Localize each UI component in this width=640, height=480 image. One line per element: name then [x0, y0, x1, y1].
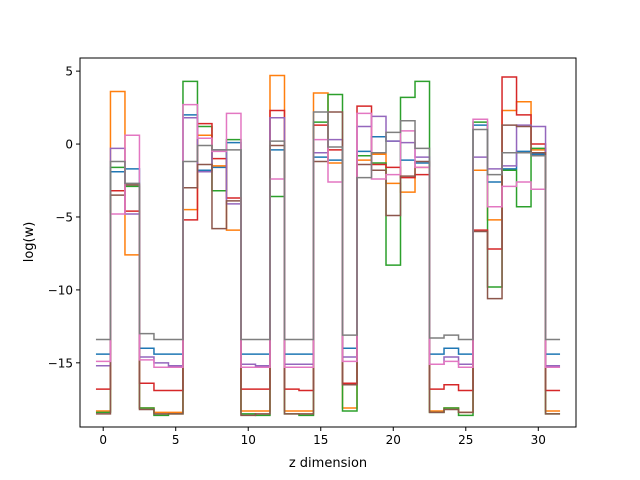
y-axis-label: log(w) — [22, 222, 37, 263]
x-tick-label: 0 — [99, 433, 107, 447]
x-tick-label: 10 — [241, 433, 256, 447]
x-tick-label: 15 — [313, 433, 328, 447]
x-tick-label: 30 — [531, 433, 546, 447]
x-tick-label: 25 — [458, 433, 473, 447]
y-tick-label: −15 — [48, 356, 73, 370]
plot-area-frame — [79, 57, 577, 428]
y-tick-label: 0 — [65, 138, 73, 152]
y-tick-label: 5 — [65, 65, 73, 79]
x-tick-label: 20 — [386, 433, 401, 447]
series-layer — [95, 74, 561, 417]
ticks-layer: 0 5 10 15 20 25 30 5 0 −5 −10 −15 — [48, 65, 546, 447]
y-tick-label: −5 — [55, 210, 73, 224]
x-tick-label: 5 — [172, 433, 180, 447]
series-line-6 — [95, 111, 561, 417]
x-axis-label: z dimension — [289, 456, 367, 471]
series-line-8 — [95, 111, 561, 341]
y-tick-label: −10 — [48, 283, 73, 297]
